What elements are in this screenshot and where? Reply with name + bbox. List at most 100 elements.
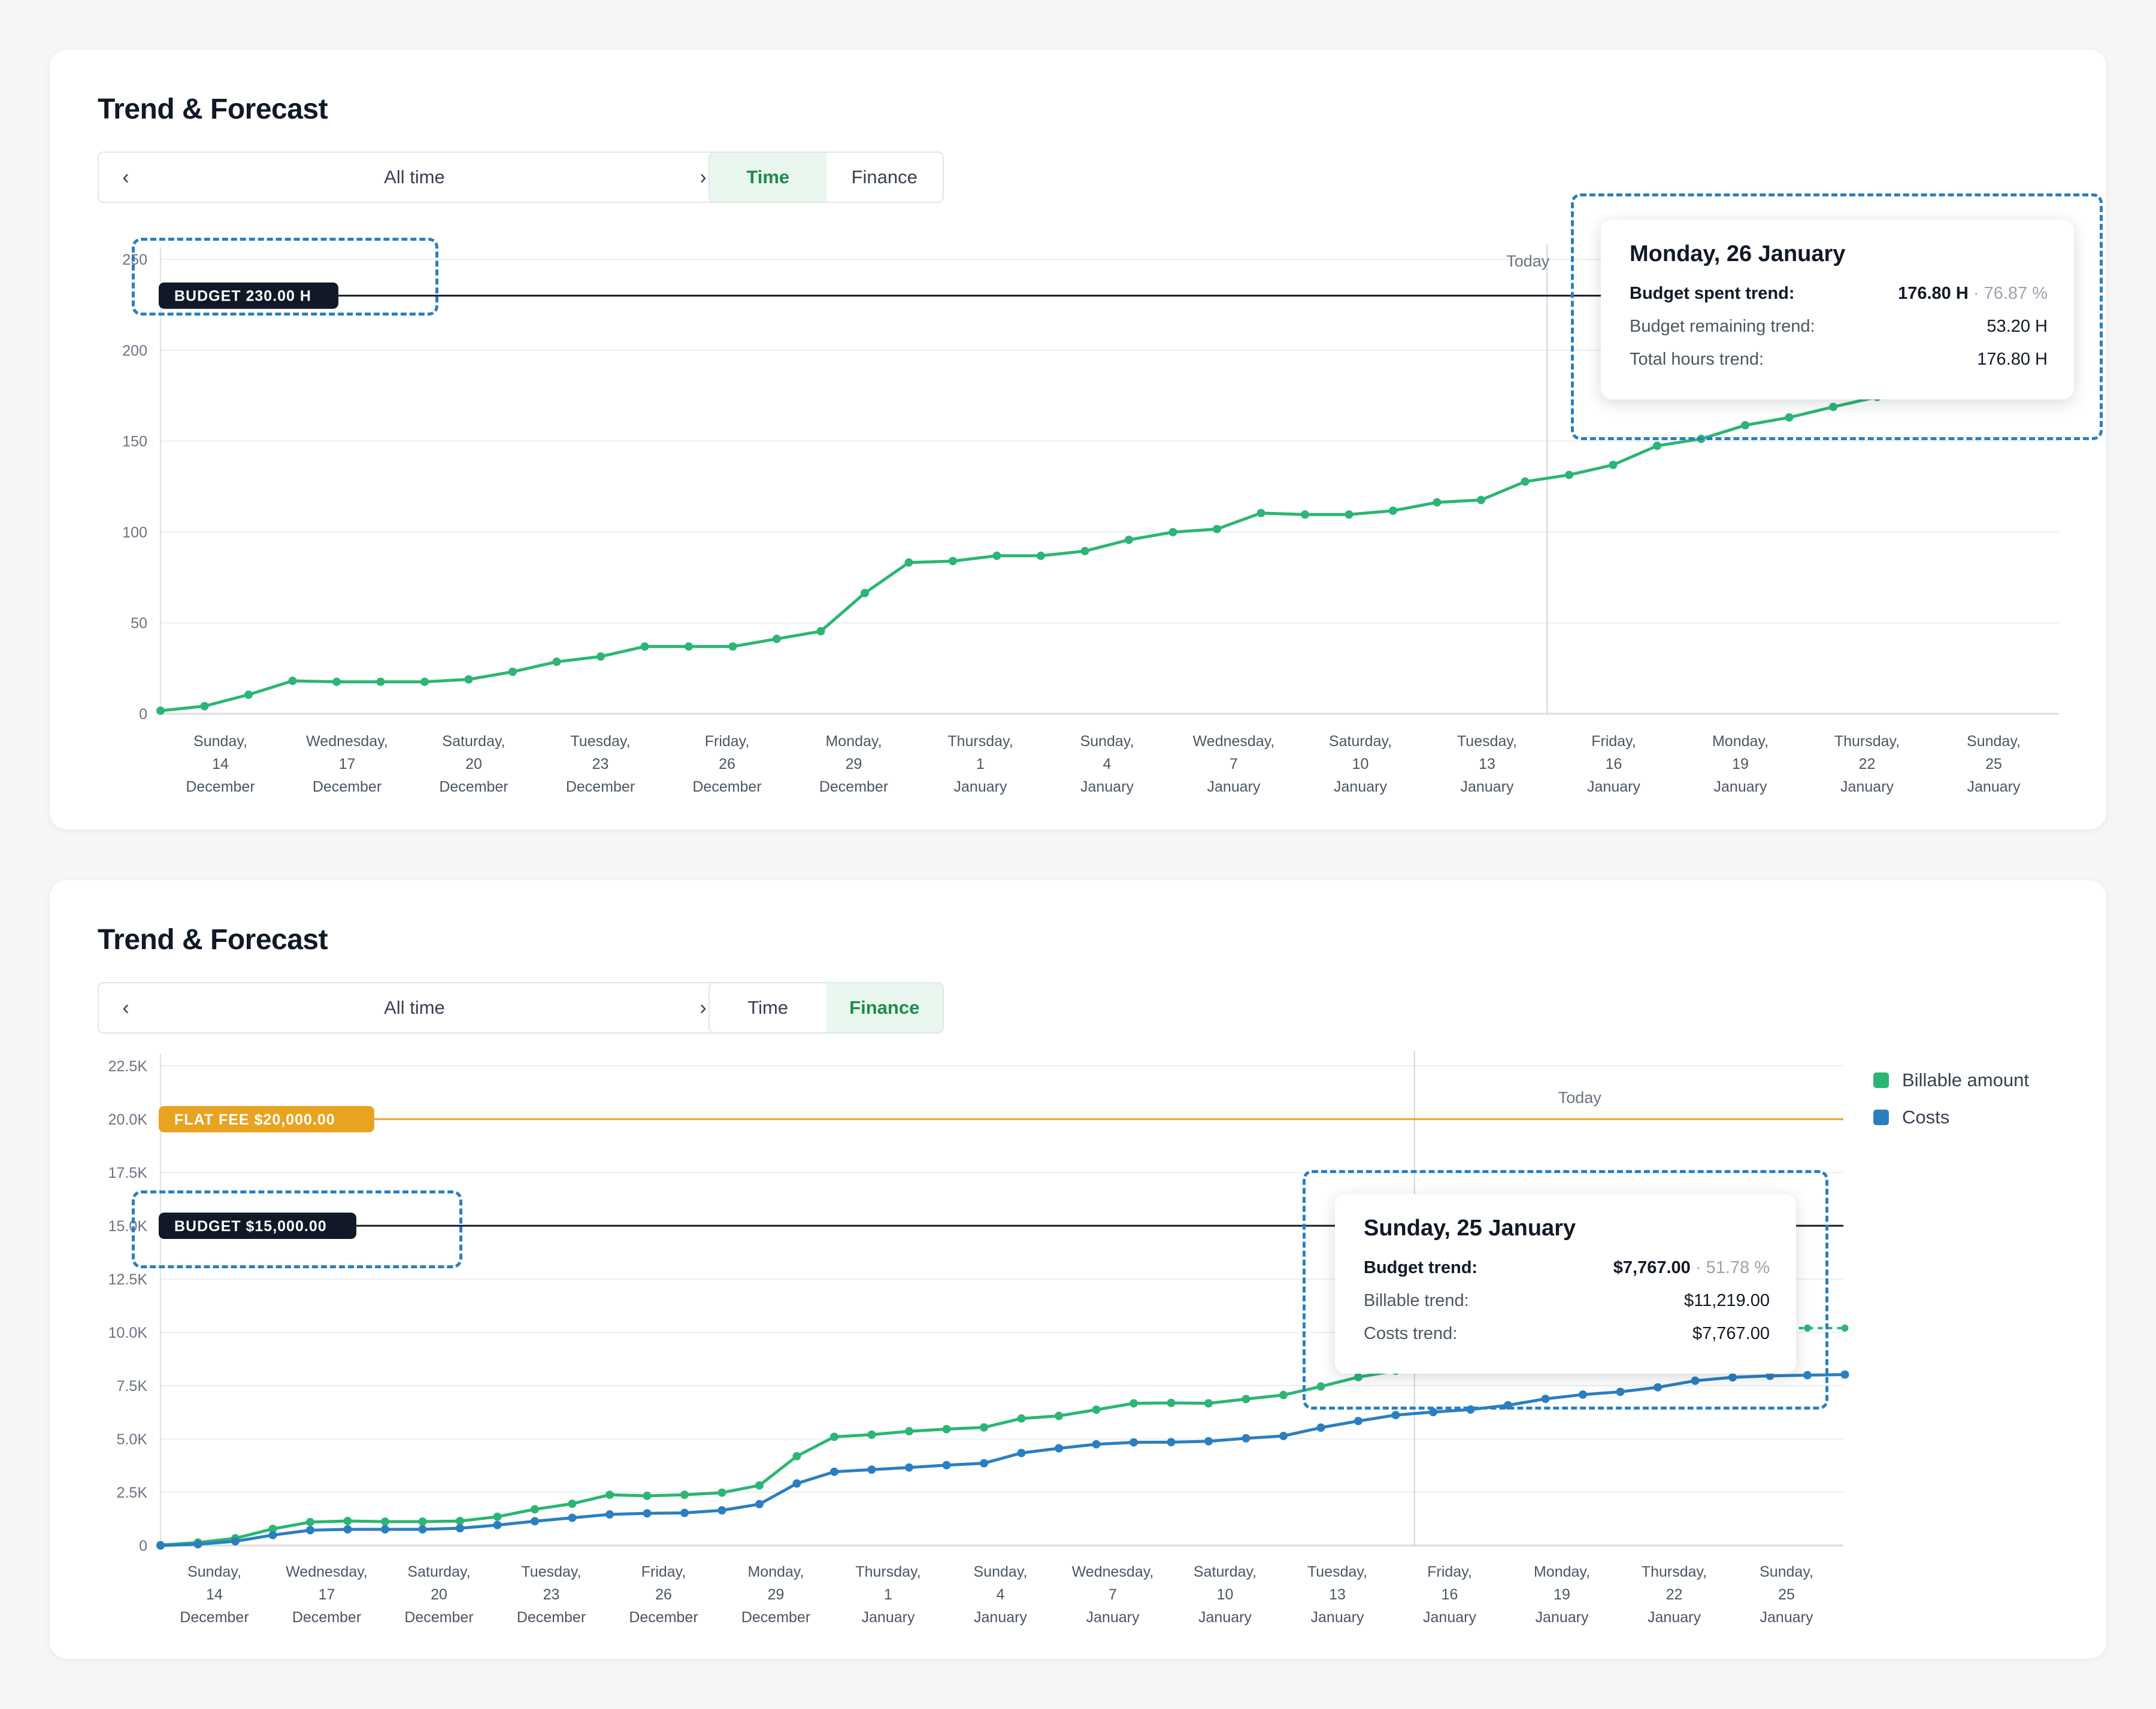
- data-point: [1204, 1437, 1213, 1446]
- x-tick-label-line: January: [1714, 778, 1767, 795]
- data-point: [1654, 1383, 1662, 1392]
- x-tick-label-line: 20: [431, 1586, 447, 1603]
- chevron-left-icon[interactable]: ‹: [122, 996, 129, 1019]
- trend-card-time: Trend & Forecast ‹ All time › Time Finan…: [50, 50, 2106, 829]
- x-tick-label-line: 26: [719, 756, 735, 772]
- legend-item-costs[interactable]: Costs: [1873, 1099, 2029, 1136]
- tab-finance[interactable]: Finance: [826, 983, 943, 1032]
- data-point: [1241, 1395, 1250, 1404]
- budget-badge: [159, 282, 338, 309]
- tab-finance[interactable]: Finance: [851, 166, 917, 187]
- x-tick-label: Saturday, 20 December: [404, 1563, 473, 1626]
- x-tick-label-line: 23: [543, 1586, 560, 1603]
- x-tick-label-line: Thursday,: [1834, 733, 1900, 750]
- x-tick-label-line: December: [692, 778, 761, 795]
- x-tick-label-line: December: [292, 1609, 361, 1626]
- x-tick-label-line: Sunday,: [1080, 733, 1134, 750]
- x-tick-label-line: December: [566, 778, 635, 795]
- tooltip-row: Costs trend: $7,767.00: [1364, 1324, 1770, 1357]
- card-title: Trend & Forecast: [98, 924, 328, 956]
- data-point: [552, 657, 561, 666]
- legend-swatch: [1873, 1072, 1889, 1088]
- data-point: [1541, 1395, 1550, 1404]
- chevron-right-icon[interactable]: ›: [700, 996, 707, 1019]
- forecast-point: [1804, 1324, 1811, 1332]
- chevron-left-icon[interactable]: ‹: [122, 165, 129, 189]
- tooltip-label: Budget spent trend:: [1630, 284, 1795, 303]
- x-tick-label-line: 14: [212, 756, 229, 772]
- tooltip-label: Billable trend:: [1364, 1291, 1469, 1310]
- tab-time[interactable]: Time: [747, 997, 789, 1018]
- series-line: [160, 395, 1878, 713]
- x-tick-label-line: Friday,: [641, 1563, 686, 1580]
- x-tick-label-line: 19: [1554, 1586, 1570, 1603]
- x-tick-label-line: 10: [1217, 1586, 1234, 1603]
- data-point: [156, 706, 165, 715]
- tooltip-title: Monday, 26 January: [1630, 241, 1846, 266]
- x-tick-label-line: Wednesday,: [1072, 1563, 1154, 1580]
- chevron-right-icon[interactable]: ›: [700, 165, 707, 189]
- data-point: [332, 677, 341, 686]
- x-tick-label: Friday, 16 January: [1423, 1563, 1476, 1626]
- data-point: [1429, 1408, 1437, 1417]
- x-tick-label-line: 23: [592, 756, 609, 772]
- data-point: [1785, 413, 1794, 422]
- x-tick-label-line: 1: [976, 756, 985, 772]
- data-point: [493, 1512, 502, 1521]
- data-point: [1766, 1371, 1775, 1380]
- x-tick-label-line: Saturday,: [407, 1563, 470, 1580]
- data-point: [1691, 1376, 1700, 1385]
- x-tick-label-line: 29: [846, 756, 862, 772]
- data-point: [1829, 402, 1837, 411]
- x-tick-label-line: December: [517, 1609, 586, 1626]
- x-tick-label-line: Tuesday,: [1457, 733, 1517, 750]
- data-point: [861, 589, 869, 598]
- data-point: [343, 1525, 352, 1534]
- data-point: [867, 1430, 876, 1439]
- tooltip-highlight-box: [1571, 193, 2103, 440]
- data-point: [1256, 508, 1265, 517]
- tab-time[interactable]: Time: [710, 153, 826, 202]
- budget-badge-label: BUDGET 230.00 H: [174, 288, 311, 305]
- x-tick-label-line: 29: [768, 1586, 785, 1603]
- data-point: [531, 1505, 539, 1514]
- data-point: [830, 1467, 838, 1476]
- data-point: [1130, 1438, 1138, 1447]
- x-tick-label-line: December: [313, 778, 381, 795]
- y-tick-label: 10.0K: [108, 1325, 148, 1341]
- data-point: [1521, 477, 1530, 486]
- data-point: [343, 1517, 352, 1526]
- x-tick-label-line: Thursday,: [855, 1563, 920, 1580]
- data-point: [816, 627, 825, 636]
- x-tick-label-line: January: [1648, 1609, 1701, 1626]
- x-tick-label-line: Tuesday,: [1307, 1563, 1367, 1580]
- x-tick-label-line: 13: [1329, 1586, 1346, 1603]
- x-tick-label-line: December: [404, 1609, 473, 1626]
- x-tick-label-line: January: [1461, 778, 1514, 795]
- data-point: [1316, 1423, 1325, 1432]
- data-point: [306, 1526, 314, 1535]
- data-point: [905, 1463, 913, 1472]
- data-point: [508, 667, 517, 676]
- x-tick-label: Tuesday, 13 January: [1457, 733, 1517, 795]
- budget-highlight-box: [132, 1190, 462, 1268]
- x-tick-label-line: 26: [655, 1586, 672, 1603]
- legend-item-billable[interactable]: Billable amount: [1873, 1062, 2029, 1099]
- series-line: [160, 1369, 1396, 1547]
- tooltip-value: 53.20 H: [1987, 317, 2048, 336]
- x-tick-label-line: Wednesday,: [286, 1563, 368, 1580]
- data-point: [1204, 1399, 1213, 1408]
- data-point: [980, 1459, 988, 1468]
- tooltip-label: Budget trend:: [1364, 1258, 1478, 1277]
- x-tick-label: Monday, 29 December: [741, 1563, 810, 1626]
- x-tick-label: Friday, 26 December: [692, 733, 761, 795]
- x-tick-label-line: Tuesday,: [570, 733, 630, 750]
- data-point: [268, 1525, 277, 1534]
- legend-label: Costs: [1902, 1107, 1950, 1128]
- data-point: [244, 690, 253, 699]
- x-tick-label-line: 14: [206, 1586, 223, 1603]
- x-tick-label-line: 4: [1103, 756, 1112, 772]
- series-line: [160, 1372, 1845, 1547]
- x-tick-label-line: Saturday,: [1329, 733, 1392, 750]
- tooltip-percent: · 76.87 %: [1973, 284, 2048, 303]
